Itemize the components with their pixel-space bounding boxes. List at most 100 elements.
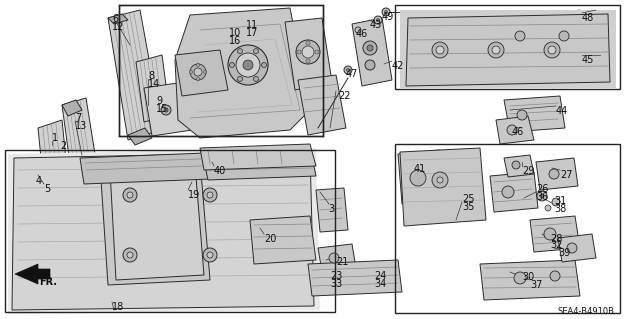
Circle shape	[492, 46, 500, 54]
Circle shape	[306, 59, 310, 63]
Circle shape	[127, 252, 133, 258]
Text: 35: 35	[462, 202, 474, 212]
Circle shape	[189, 70, 193, 73]
Text: 45: 45	[582, 55, 595, 65]
Circle shape	[436, 46, 444, 54]
Polygon shape	[12, 152, 314, 310]
Polygon shape	[80, 152, 236, 184]
Text: 26: 26	[536, 184, 548, 194]
Text: 16: 16	[229, 36, 241, 46]
Circle shape	[355, 27, 361, 33]
Circle shape	[315, 50, 319, 54]
Polygon shape	[128, 128, 152, 145]
Text: 3: 3	[328, 204, 334, 214]
Circle shape	[365, 60, 375, 70]
Bar	[119, 5, 323, 136]
Circle shape	[204, 70, 207, 73]
Circle shape	[363, 41, 377, 55]
Circle shape	[190, 64, 206, 80]
Text: 31: 31	[554, 196, 566, 206]
Polygon shape	[15, 264, 50, 284]
Bar	[395, 5, 620, 89]
Circle shape	[346, 69, 349, 71]
Polygon shape	[62, 100, 82, 116]
Text: 29: 29	[522, 166, 534, 176]
Text: 11: 11	[246, 20, 259, 30]
Polygon shape	[400, 10, 616, 88]
Polygon shape	[285, 18, 332, 90]
Circle shape	[507, 125, 517, 135]
Text: 14: 14	[148, 79, 160, 89]
Text: 17: 17	[246, 28, 259, 38]
Circle shape	[306, 41, 310, 45]
Polygon shape	[8, 148, 320, 314]
Text: 32: 32	[550, 240, 563, 250]
Circle shape	[236, 53, 260, 77]
Circle shape	[237, 48, 243, 54]
Polygon shape	[100, 160, 210, 285]
Text: 39: 39	[558, 248, 570, 258]
Text: 22: 22	[338, 91, 351, 101]
Circle shape	[567, 243, 577, 253]
Circle shape	[537, 191, 547, 201]
Circle shape	[517, 110, 527, 120]
Circle shape	[410, 170, 426, 186]
Circle shape	[196, 63, 200, 66]
Text: 49: 49	[382, 12, 394, 22]
Text: 24: 24	[374, 271, 387, 281]
Circle shape	[515, 31, 525, 41]
Circle shape	[344, 66, 352, 74]
Circle shape	[237, 76, 243, 81]
Circle shape	[203, 248, 217, 262]
Circle shape	[253, 48, 259, 54]
Text: 5: 5	[44, 184, 51, 194]
Circle shape	[194, 68, 202, 76]
Text: 2: 2	[60, 141, 67, 151]
Circle shape	[302, 46, 314, 58]
Circle shape	[559, 31, 569, 41]
Polygon shape	[298, 75, 346, 135]
Text: 40: 40	[214, 166, 227, 176]
Text: 38: 38	[554, 204, 566, 214]
Text: 13: 13	[75, 121, 87, 131]
Circle shape	[253, 76, 259, 81]
Circle shape	[550, 271, 560, 281]
Circle shape	[262, 63, 266, 68]
Circle shape	[432, 172, 448, 188]
Circle shape	[127, 192, 133, 198]
Circle shape	[552, 198, 560, 206]
Circle shape	[437, 177, 443, 183]
Circle shape	[385, 11, 387, 13]
Polygon shape	[316, 188, 348, 232]
Polygon shape	[536, 158, 578, 190]
Polygon shape	[398, 150, 446, 204]
Circle shape	[196, 78, 200, 80]
Circle shape	[544, 228, 556, 240]
Circle shape	[296, 40, 320, 64]
Polygon shape	[38, 120, 68, 188]
Polygon shape	[14, 160, 54, 206]
Text: 6: 6	[112, 14, 118, 24]
Polygon shape	[558, 234, 596, 262]
Text: 8: 8	[148, 71, 154, 81]
Text: 47: 47	[346, 69, 358, 79]
Circle shape	[228, 45, 268, 85]
Circle shape	[488, 42, 504, 58]
Circle shape	[374, 16, 382, 24]
Circle shape	[203, 188, 217, 202]
Circle shape	[230, 63, 234, 68]
Polygon shape	[400, 148, 486, 226]
Text: 33: 33	[330, 279, 342, 289]
Circle shape	[329, 253, 339, 263]
Text: 4: 4	[36, 176, 42, 186]
Circle shape	[382, 8, 390, 16]
Circle shape	[161, 105, 171, 115]
Circle shape	[544, 42, 560, 58]
Text: 25: 25	[462, 194, 474, 204]
Polygon shape	[62, 98, 100, 193]
Text: 44: 44	[556, 106, 568, 116]
Polygon shape	[108, 14, 128, 24]
Text: 19: 19	[188, 190, 200, 200]
Polygon shape	[14, 160, 50, 173]
Text: 34: 34	[374, 279, 387, 289]
